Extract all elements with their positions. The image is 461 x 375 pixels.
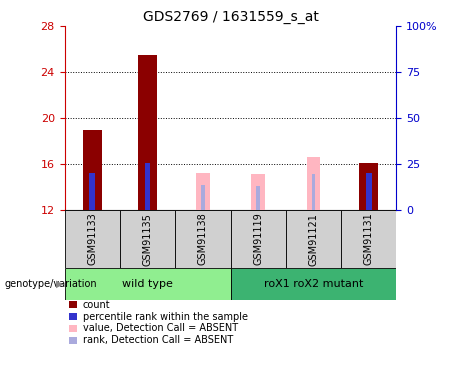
- Bar: [341, 210, 396, 268]
- Text: roX1 roX2 mutant: roX1 roX2 mutant: [264, 279, 363, 289]
- Bar: [251, 174, 265, 210]
- Bar: [366, 173, 372, 210]
- Bar: [65, 268, 230, 300]
- Bar: [145, 163, 150, 210]
- Bar: [83, 130, 102, 210]
- Bar: [65, 210, 120, 268]
- Bar: [196, 173, 210, 210]
- Text: count: count: [83, 300, 111, 309]
- Bar: [89, 173, 95, 210]
- Text: wild type: wild type: [122, 279, 173, 289]
- Text: genotype/variation: genotype/variation: [5, 279, 97, 289]
- Bar: [312, 174, 315, 210]
- Bar: [286, 210, 341, 268]
- Bar: [307, 157, 320, 210]
- Title: GDS2769 / 1631559_s_at: GDS2769 / 1631559_s_at: [142, 10, 319, 24]
- Text: GSM91131: GSM91131: [364, 213, 374, 266]
- Text: GSM91121: GSM91121: [308, 213, 319, 266]
- Bar: [256, 186, 260, 210]
- Bar: [201, 185, 205, 210]
- Text: value, Detection Call = ABSENT: value, Detection Call = ABSENT: [83, 324, 238, 333]
- Text: ▶: ▶: [56, 279, 64, 289]
- Text: percentile rank within the sample: percentile rank within the sample: [83, 312, 248, 321]
- Text: GSM91135: GSM91135: [142, 213, 153, 266]
- Bar: [120, 210, 175, 268]
- Text: GSM91138: GSM91138: [198, 213, 208, 266]
- Bar: [359, 163, 378, 210]
- Bar: [230, 210, 286, 268]
- Bar: [138, 55, 157, 210]
- Bar: [175, 210, 230, 268]
- Bar: [230, 268, 396, 300]
- Text: GSM91133: GSM91133: [87, 213, 97, 266]
- Text: GSM91119: GSM91119: [253, 213, 263, 266]
- Text: rank, Detection Call = ABSENT: rank, Detection Call = ABSENT: [83, 336, 233, 345]
